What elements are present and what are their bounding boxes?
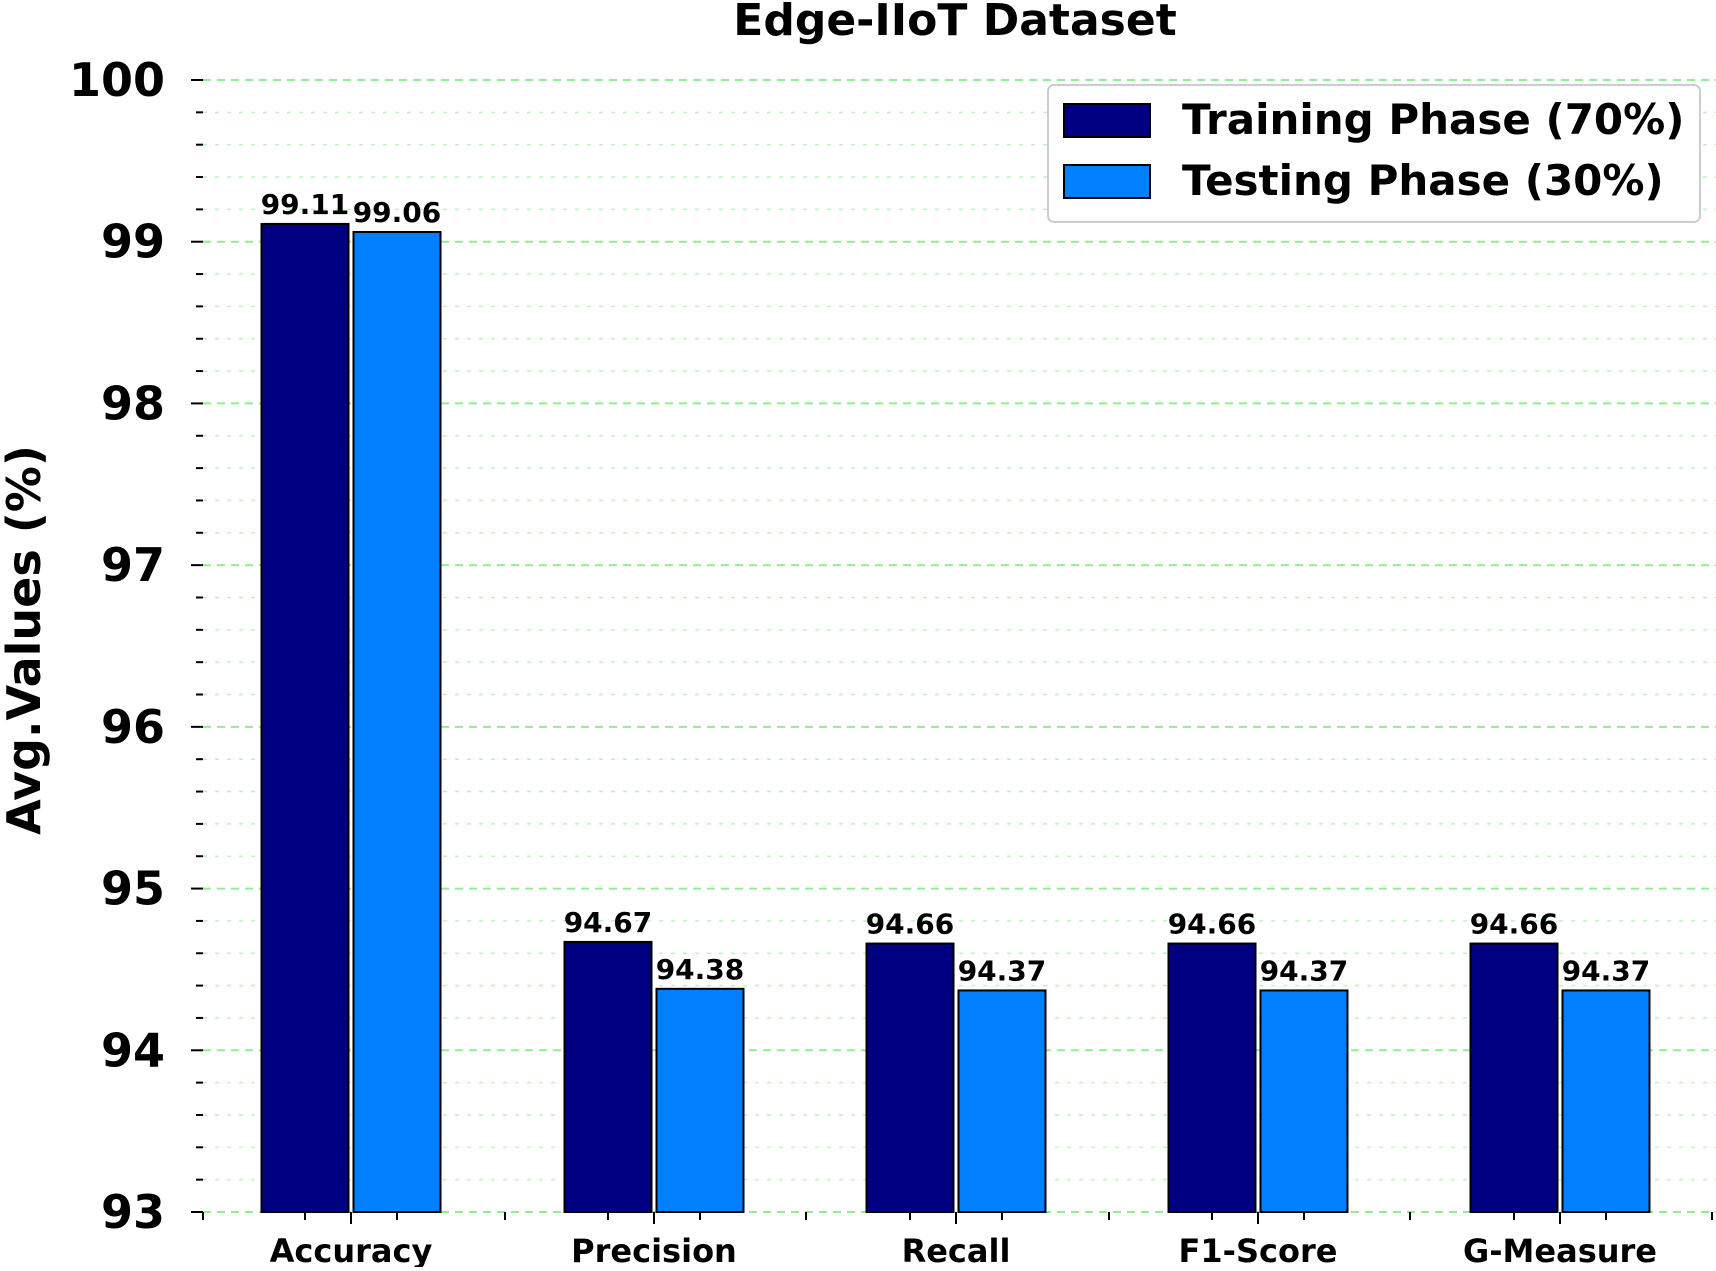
data-label: 94.37 (958, 954, 1047, 987)
bar-testing-g-measure (1561, 989, 1651, 1213)
data-label: 99.11 (261, 188, 350, 221)
bar-testing-accuracy (352, 231, 442, 1214)
data-label: 94.37 (1260, 954, 1349, 987)
legend-swatch-testing (1063, 164, 1151, 199)
data-label: 94.66 (866, 908, 955, 941)
legend-swatch-training (1063, 103, 1151, 138)
gridlines (203, 79, 1716, 1213)
bar-training-recall (865, 942, 955, 1213)
legend: Training Phase (70%) Testing Phase (30%) (1047, 84, 1701, 223)
y-axis-label: Avg.Values (%) (0, 445, 51, 835)
data-label: 94.67 (564, 906, 653, 939)
bars (260, 222, 1651, 1214)
bar-testing-recall (957, 989, 1047, 1213)
y-tick-label: 93 (101, 1185, 165, 1239)
x-tick-label: Recall (902, 1232, 1011, 1267)
data-label: 94.38 (656, 953, 745, 986)
bar-testing-f1-score (1259, 989, 1349, 1213)
chart-title: Edge-IIoT Dataset (733, 0, 1176, 46)
axes: 93 94 95 96 97 98 99 100 Accuracy Precision Recall… (69, 53, 1713, 1270)
y-tick-label: 96 (101, 700, 165, 754)
bar-testing-precision (655, 987, 745, 1213)
x-tick-label: Accuracy (270, 1232, 433, 1267)
bar-training-g-measure (1469, 942, 1559, 1213)
legend-label-training: Training Phase (70%) (1182, 95, 1684, 144)
data-label: 94.37 (1562, 954, 1651, 987)
data-label: 94.66 (1168, 908, 1257, 941)
bar-training-f1-score (1167, 942, 1257, 1213)
legend-box (1047, 84, 1701, 223)
y-tick-label: 98 (101, 376, 165, 430)
y-tick-label: 99 (101, 215, 165, 269)
y-tick-label: 95 (101, 862, 165, 916)
y-tick-label: 97 (101, 538, 165, 592)
data-label: 99.06 (353, 196, 442, 229)
data-labels: 99.11 99.0694.6794.3894.6694.3794.6694.37… (261, 188, 1651, 988)
bar-training-accuracy (260, 222, 350, 1213)
legend-label-testing: Testing Phase (30%) (1182, 156, 1664, 205)
data-label: 94.66 (1470, 908, 1559, 941)
x-tick-label: G-Measure (1463, 1232, 1657, 1267)
y-tick-label: 94 (101, 1023, 165, 1077)
x-tick-label: Precision (571, 1232, 737, 1267)
y-tick-label: 100 (69, 53, 165, 107)
bar-training-precision (563, 940, 653, 1213)
x-tick-label: F1-Score (1179, 1232, 1338, 1267)
